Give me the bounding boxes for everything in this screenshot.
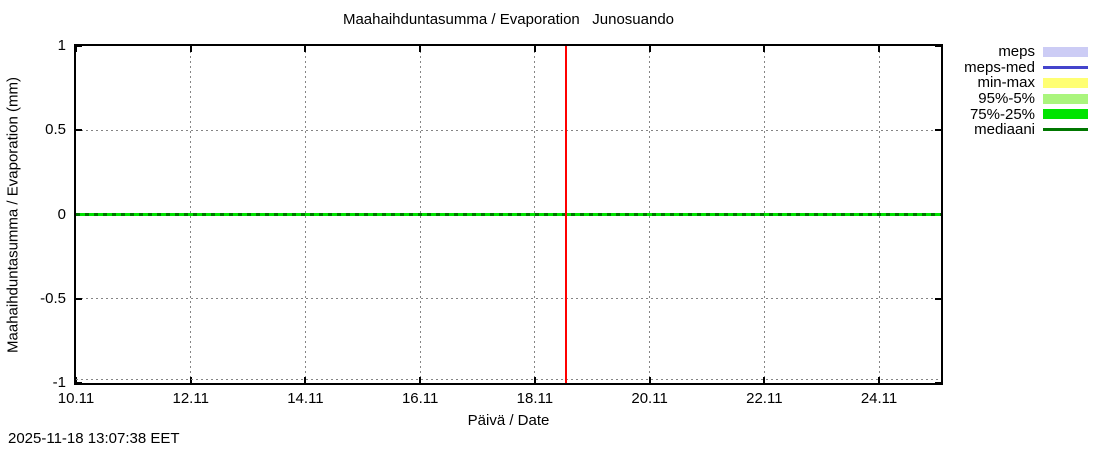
axis-tick-bottom bbox=[304, 377, 307, 383]
x-tick-label: 20.11 bbox=[631, 390, 668, 407]
gridline-horizontal bbox=[76, 378, 941, 380]
axis-tick-top bbox=[189, 46, 192, 52]
axis-tick-top bbox=[878, 46, 881, 52]
x-tick-label: 24.11 bbox=[860, 390, 898, 407]
axis-tick-top bbox=[419, 46, 422, 52]
legend-label: mediaani bbox=[974, 121, 1035, 139]
axis-tick-top bbox=[75, 46, 77, 52]
x-tick-label: 18.11 bbox=[516, 390, 554, 407]
axis-tick-bottom bbox=[533, 377, 536, 383]
axis-tick-bottom bbox=[878, 377, 881, 383]
legend-swatch-band bbox=[1043, 109, 1088, 120]
axis-tick-bottom bbox=[763, 377, 766, 383]
axis-tick-bottom bbox=[419, 377, 422, 383]
x-axis-label: Päivä / Date bbox=[467, 412, 550, 429]
legend-swatch-line bbox=[1043, 128, 1088, 132]
legend-label: 75%-25% bbox=[969, 105, 1035, 123]
axis-tick-top bbox=[763, 46, 766, 52]
legend-label: meps-med bbox=[964, 58, 1035, 76]
y-tick-label: 0 bbox=[57, 205, 66, 223]
axis-tick-right bbox=[935, 382, 941, 384]
legend-row: min-max bbox=[946, 74, 1088, 92]
axis-tick-left bbox=[76, 129, 82, 132]
legend: meps meps-med min-max 95%-5% 75%-25% mediaani bbox=[946, 43, 1088, 139]
x-tick-label: 22.11 bbox=[746, 390, 783, 407]
y-tick-label: -0.5 bbox=[40, 289, 66, 307]
legend-label: 95%-5% bbox=[978, 90, 1035, 108]
legend-label: meps bbox=[998, 43, 1035, 61]
axis-tick-bottom bbox=[189, 377, 192, 383]
y-tick-label: 0.5 bbox=[45, 121, 66, 139]
legend-label: min-max bbox=[977, 74, 1035, 92]
y-tick-label: -1 bbox=[52, 374, 66, 391]
axis-tick-top bbox=[304, 46, 307, 52]
timestamp: 2025-11-18 13:07:38 EET bbox=[8, 430, 180, 447]
axis-tick-right bbox=[935, 297, 941, 300]
legend-row: 75%-25% bbox=[946, 105, 1088, 123]
axis-tick-left bbox=[76, 382, 82, 384]
gridline-horizontal bbox=[76, 129, 941, 131]
current-time-marker bbox=[565, 46, 568, 383]
legend-swatch-band bbox=[1043, 93, 1088, 104]
median-zero-line bbox=[76, 213, 941, 216]
axis-tick-top bbox=[648, 46, 651, 52]
axis-tick-left bbox=[76, 297, 82, 300]
axis-tick-right bbox=[935, 129, 941, 132]
legend-row: mediaani bbox=[946, 121, 1088, 139]
x-tick-label: 12.11 bbox=[172, 390, 209, 407]
x-tick-label: 14.11 bbox=[287, 390, 324, 407]
axis-tick-bottom bbox=[648, 377, 651, 383]
gridline-horizontal bbox=[76, 298, 941, 300]
plot-area bbox=[74, 44, 943, 385]
y-tick-label: 1 bbox=[57, 37, 66, 54]
legend-row: 95%-5% bbox=[946, 90, 1088, 108]
axis-tick-bottom bbox=[75, 377, 77, 383]
legend-swatch-band bbox=[1043, 77, 1088, 88]
x-tick-label: 10.11 bbox=[57, 390, 95, 407]
legend-swatch-line bbox=[1043, 65, 1088, 69]
axis-tick-top bbox=[533, 46, 536, 52]
x-tick-label: 16.11 bbox=[401, 390, 439, 407]
legend-row: meps bbox=[946, 43, 1088, 61]
axis-tick-right bbox=[935, 45, 941, 47]
axis-tick-left bbox=[76, 45, 82, 47]
legend-swatch-band bbox=[1043, 46, 1088, 57]
chart-title: Maahaihduntasumma / Evaporation Junosuan… bbox=[342, 11, 675, 28]
legend-row: meps-med bbox=[946, 58, 1088, 76]
